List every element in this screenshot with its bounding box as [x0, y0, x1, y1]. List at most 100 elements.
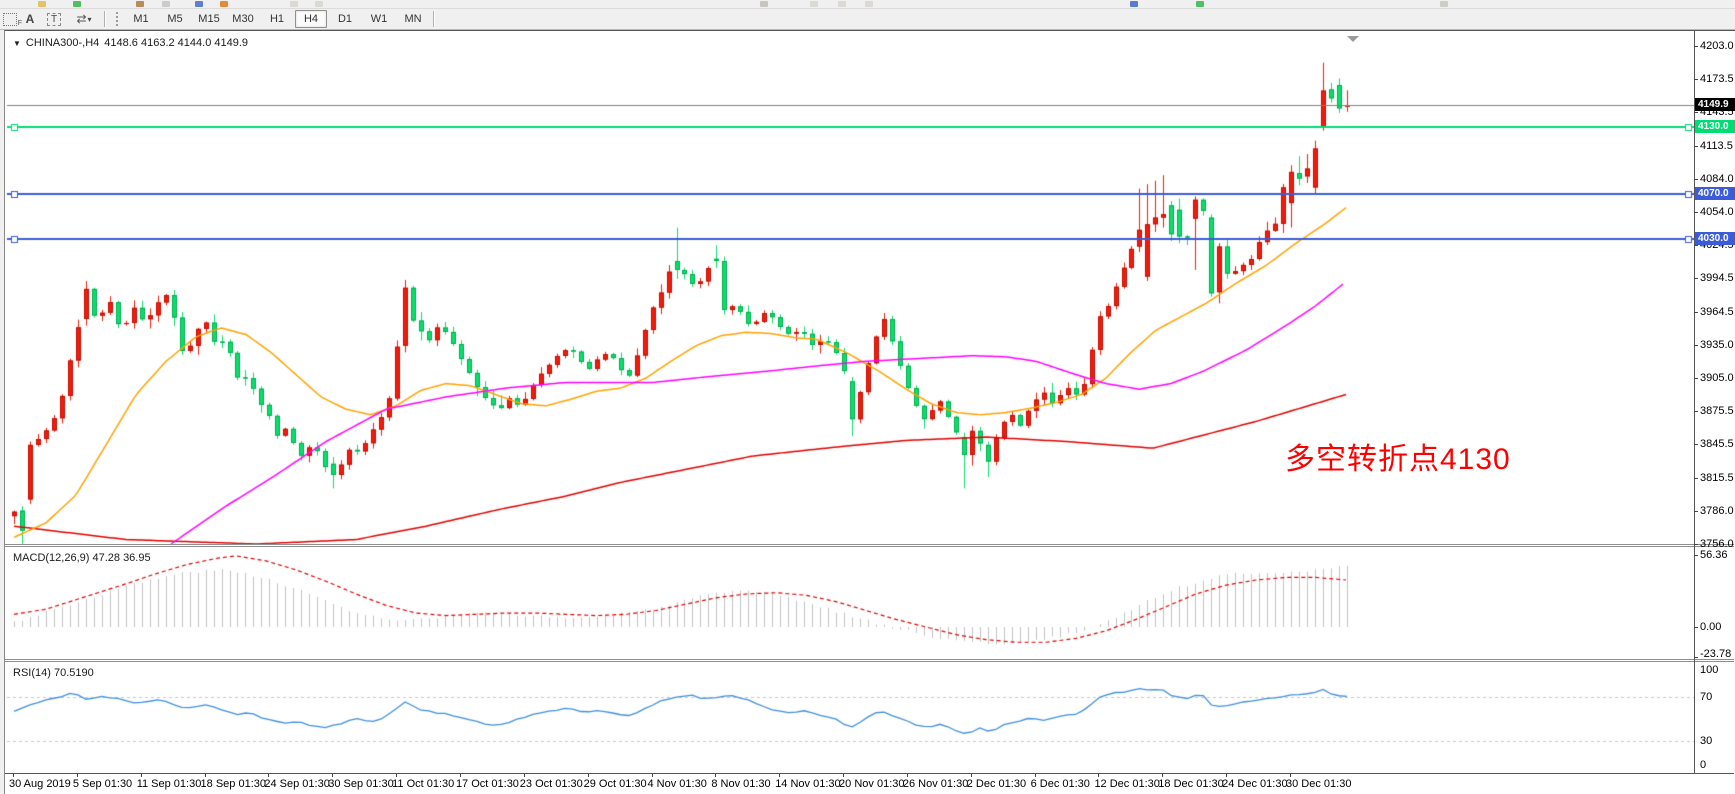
letter-t-glyph: T	[46, 12, 62, 26]
time-axis-label: 2 Dec 01:30	[966, 778, 1027, 790]
toolbar-icon-sliver	[838, 1, 846, 7]
price-axis-tick	[1694, 245, 1698, 246]
toolbar-separator	[433, 11, 435, 27]
macd-label: MACD(12,26,9) 47.28 36.95	[13, 552, 151, 564]
arrows-glyph: ⇄	[76, 12, 86, 26]
timeframe-button-m5[interactable]: M5	[167, 13, 183, 25]
time-axis-label: 14 Nov 01:30	[775, 778, 841, 790]
toolbar-icon-sliver	[195, 1, 203, 7]
symbol-ohlc-line: ▼ CHINA300-,H4 4148.6 4163.2 4144.0 4149…	[13, 37, 248, 49]
toolbar-icon-sliver	[1440, 1, 1448, 7]
macd-name: MACD(12,26,9)	[13, 552, 90, 564]
annotation-text[interactable]: 多空转折点4130	[1285, 443, 1511, 476]
toolbar-icon-sliver	[865, 1, 873, 7]
font-tool-icon[interactable]: A	[21, 11, 39, 27]
price-axis-tick	[1694, 46, 1698, 47]
time-axis-label: 6 Dec 01:30	[1030, 778, 1090, 790]
time-axis-label: 17 Oct 01:30	[455, 778, 519, 790]
price-axis-label: 3935.0	[1700, 338, 1734, 351]
time-axis-label: 4 Nov 01:30	[647, 778, 707, 790]
price-chart-canvas[interactable]	[6, 31, 1694, 774]
price-axis-label: 3756.0	[1700, 538, 1734, 550]
timeframe-button-mn[interactable]: MN	[404, 13, 422, 25]
price-axis-tick	[1694, 112, 1698, 113]
time-axis-tick	[970, 774, 972, 777]
price-axis-label: 4203.0	[1700, 40, 1734, 52]
symbol-ohlc-values: 4148.6 4163.2 4144.0 4149.9	[104, 37, 249, 49]
rsi-label: RSI(14) 70.5190	[13, 667, 94, 679]
time-axis-label: 5 Sep 01:30	[72, 778, 133, 790]
time-axis-tick	[715, 774, 717, 777]
price-axis-label: 4054.0	[1700, 206, 1734, 218]
timeframe-button-h4[interactable]: H4	[295, 10, 327, 28]
top-toolbar-strip	[0, 0, 1735, 9]
timeframe-bar: M1 M5 M15 M30 H1 H4 D1 W1 MN	[125, 10, 429, 28]
time-axis-tick	[843, 774, 845, 777]
chart-toolbar: F A T ⇄ ▾ M1 M5 M15 M30 H1 H4 D1 W1 MN	[0, 9, 1735, 30]
time-axis-tick	[268, 774, 270, 777]
price-axis-tick	[1694, 444, 1698, 445]
panel-separator[interactable]	[5, 659, 1734, 662]
time-axis-label: 11 Sep 01:30	[136, 778, 202, 790]
toolbar-icon-sliver	[162, 1, 170, 7]
price-axis-tick	[1694, 378, 1698, 379]
text-label-tool-icon[interactable]: T	[41, 11, 67, 27]
time-axis-tick	[1162, 774, 1164, 777]
time-axis-tick	[779, 774, 781, 777]
time-axis-tick	[332, 774, 334, 777]
time-axis-tick	[140, 774, 142, 777]
price-axis-label: 3905.0	[1700, 372, 1734, 384]
time-axis-tick	[1034, 774, 1036, 777]
price-axis-border	[1694, 31, 1695, 774]
toolbar-icon-sliver	[1130, 1, 1138, 7]
chevron-down-icon: ▾	[87, 14, 92, 24]
hline-price-tag: 4130.0	[1695, 120, 1735, 134]
rsi-axis-label: 70	[1700, 691, 1713, 703]
time-axis-label: 23 Oct 01:30	[519, 778, 583, 790]
time-axis-tick	[651, 774, 653, 777]
toolbar-grip[interactable]	[116, 12, 121, 26]
time-axis-label: 30 Dec 01:30	[1286, 778, 1352, 790]
price-axis-label: 3815.5	[1700, 471, 1734, 484]
time-axis-label: 18 Dec 01:30	[1158, 778, 1224, 790]
timeframe-button-m15[interactable]: M15	[198, 13, 220, 25]
timeframe-button-h1[interactable]: H1	[269, 13, 285, 25]
time-axis-label: 24 Dec 01:30	[1222, 778, 1288, 790]
chart-shift-marker-icon[interactable]	[1347, 36, 1359, 42]
price-axis-tick	[1694, 555, 1698, 556]
time-axis-tick	[13, 774, 14, 777]
timeframe-button-m1[interactable]: M1	[133, 13, 149, 25]
toolbar-icon-sliver	[220, 1, 228, 7]
panel-separator[interactable]	[5, 544, 1734, 547]
cycle-arrows-icon[interactable]: ⇄ ▾	[69, 11, 99, 27]
price-axis-tick	[1694, 212, 1698, 213]
time-axis-tick	[587, 774, 589, 777]
time-axis-tick	[906, 774, 908, 777]
time-axis-label: 11 Oct 01:30	[392, 778, 455, 790]
letter-a-glyph: A	[25, 12, 35, 26]
toolbar-icon-sliver	[290, 1, 298, 7]
price-axis-tick	[1694, 345, 1698, 346]
chart-window: ▼ CHINA300-,H4 4148.6 4163.2 4144.0 4149…	[4, 30, 1735, 794]
price-axis-tick	[1694, 79, 1698, 80]
price-axis-tick	[1694, 312, 1698, 313]
time-axis-label: 20 Nov 01:30	[839, 778, 905, 790]
price-axis-tick	[1694, 146, 1698, 147]
time-axis-label: 12 Dec 01:30	[1094, 778, 1160, 790]
toolbar-icon-sliver	[73, 1, 81, 7]
timeframe-button-d1[interactable]: D1	[337, 13, 353, 25]
crosshair-grid-icon[interactable]: F	[1, 11, 22, 27]
price-axis-tick	[1694, 544, 1698, 545]
price-axis-tick	[1694, 278, 1698, 279]
timeframe-button-m30[interactable]: M30	[232, 13, 254, 25]
timeframe-button-w1[interactable]: W1	[370, 13, 388, 25]
time-axis-tick	[204, 774, 206, 777]
price-axis-label: 3786.0	[1700, 504, 1734, 517]
price-axis-tick	[1694, 511, 1698, 512]
price-axis-tick	[1694, 411, 1698, 412]
price-axis-tick	[1694, 657, 1698, 658]
rsi-axis-label: 30	[1700, 735, 1713, 747]
toolbar-icon-sliver	[810, 1, 818, 7]
symbol-collapse-icon[interactable]: ▼	[13, 38, 21, 48]
